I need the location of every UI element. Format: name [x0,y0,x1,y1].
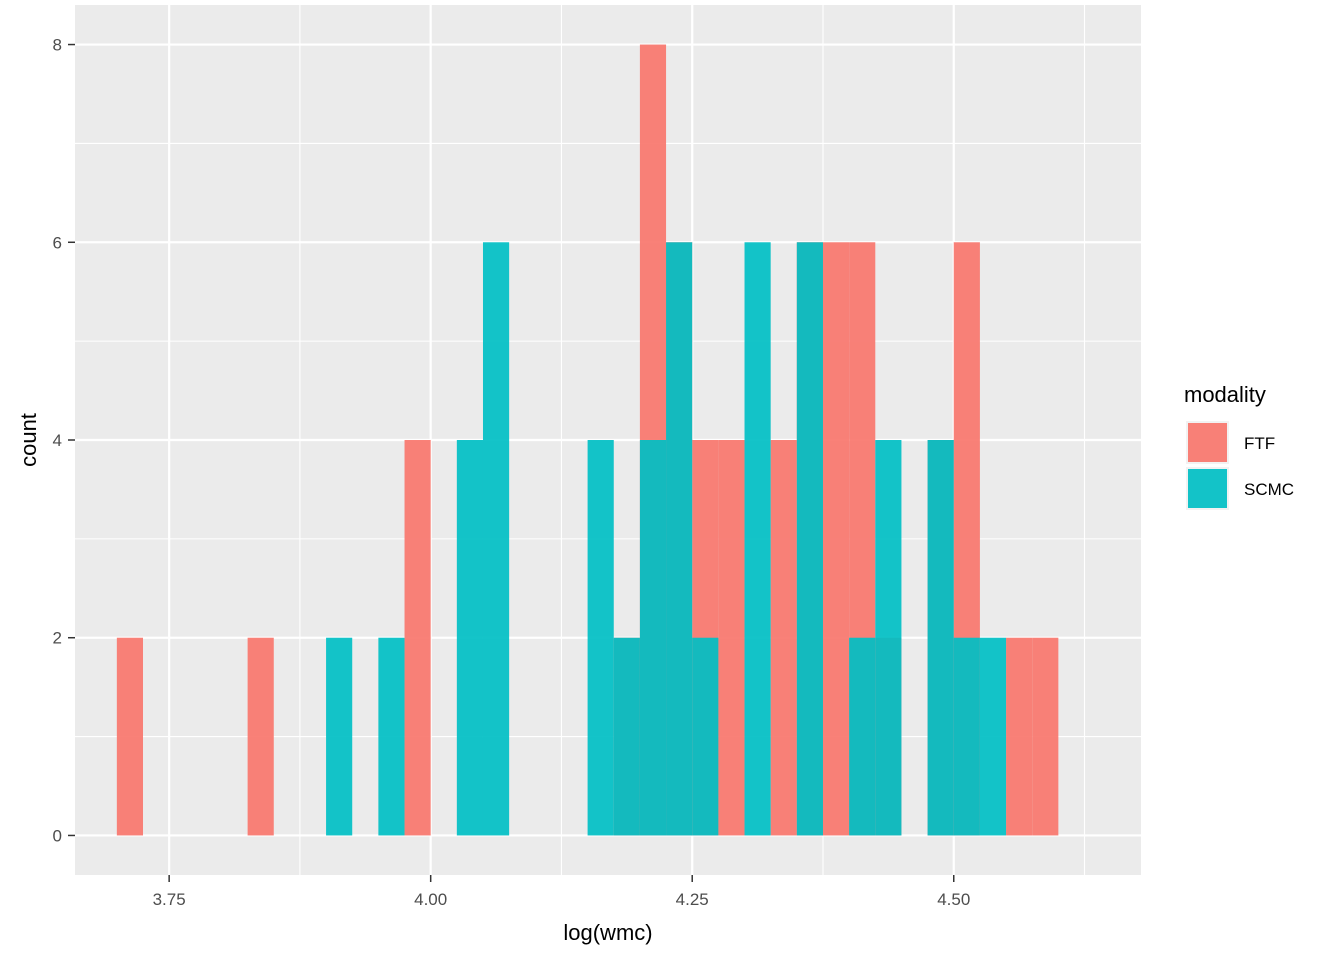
bar-scmc [639,440,667,836]
legend-swatch-scmc [1188,469,1227,508]
y-tick-label: 8 [53,36,62,55]
bar-scmc [875,440,902,836]
bar-ftf [404,440,431,836]
y-axis: 0 2 4 6 8 [53,36,75,845]
legend-label-ftf: FTF [1244,434,1275,453]
bar-scmc [587,440,614,836]
legend: modality FTF SCMC [1184,382,1294,510]
bar-scmc [849,637,876,836]
y-tick-label: 2 [53,629,62,648]
bar-ftf [1006,637,1033,836]
legend-swatch-ftf [1188,423,1227,462]
bar-scmc [482,242,510,836]
bar-scmc [613,637,640,836]
bar-scmc [979,637,1007,836]
bar-scmc [378,637,405,836]
y-tick-label: 4 [53,431,62,450]
bar-scmc [796,242,823,836]
bar-ftf [247,637,274,836]
bar-ftf [822,242,850,836]
x-tick-label: 4.25 [676,890,709,909]
x-axis-title: log(wmc) [563,920,652,945]
y-axis-title: count [16,413,41,467]
x-axis: 3.75 4.00 4.25 4.50 [153,875,970,909]
bar-ftf [770,440,797,836]
x-tick-label: 4.50 [937,890,970,909]
bar-scmc [326,637,353,836]
bar-scmc [927,440,954,836]
legend-label-scmc: SCMC [1244,480,1294,499]
bar-ftf [116,637,143,836]
bar-scmc [666,242,693,836]
bar-scmc [692,637,719,836]
bar-scmc [953,637,980,836]
bar-ftf [1032,637,1059,836]
histogram-bars [116,44,1059,836]
y-tick-label: 6 [53,233,62,252]
bar-scmc [744,242,771,836]
x-tick-label: 4.00 [414,890,447,909]
legend-title: modality [1184,382,1266,407]
y-tick-label: 0 [53,826,62,845]
bar-ftf [718,440,745,836]
x-tick-label: 3.75 [153,890,186,909]
bar-scmc [456,440,483,836]
